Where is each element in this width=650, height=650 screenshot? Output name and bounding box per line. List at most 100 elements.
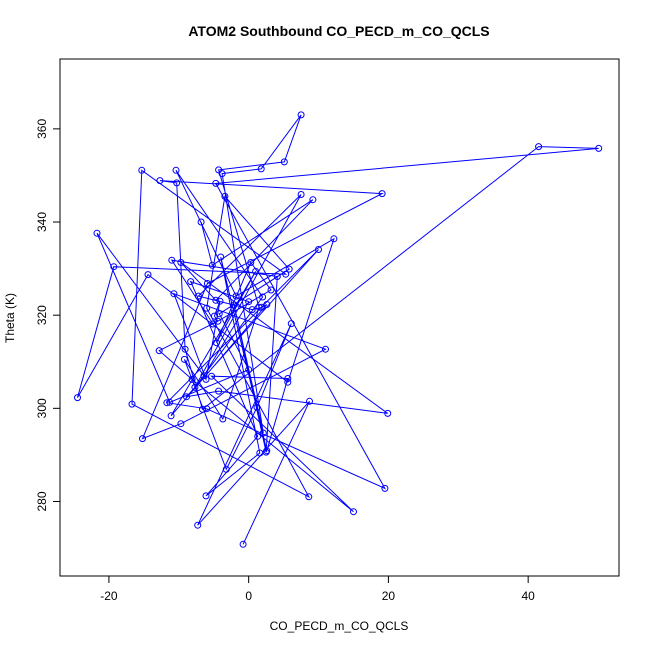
plot-area-frame	[59, 58, 620, 577]
data-point-90	[208, 261, 216, 269]
data-point-81	[203, 405, 211, 413]
data-point-83	[315, 246, 322, 253]
x-tick-label-2: 20	[382, 589, 396, 603]
y-tick-label-1: 300	[35, 398, 49, 418]
data-point-0	[239, 540, 247, 548]
data-point-41	[128, 400, 136, 408]
x-axis: -20 0 20 40	[100, 576, 535, 603]
data-point-30	[191, 383, 199, 391]
y-axis: 280 300 320 340 360	[35, 119, 60, 511]
data-point-82	[163, 399, 171, 407]
data-point-88	[212, 296, 220, 304]
data-point-58	[284, 375, 292, 382]
data-point-69	[177, 420, 185, 428]
data-point-71	[203, 280, 211, 287]
x-tick-label-3: 40	[521, 589, 535, 603]
y-tick-label-0: 280	[35, 491, 49, 511]
data-point-57	[263, 447, 271, 455]
data-point-68	[322, 345, 329, 353]
data-point-65	[216, 297, 224, 305]
data-point-11	[297, 111, 305, 119]
y-tick-label-2: 320	[35, 305, 49, 325]
data-point-79	[212, 179, 220, 187]
data-point-14	[259, 429, 267, 437]
data-point-39	[282, 270, 290, 278]
data-point-5	[222, 465, 230, 473]
data-point-26	[258, 303, 266, 311]
data-point-23	[252, 267, 260, 275]
data-point-86	[384, 409, 392, 417]
data-point-4	[253, 403, 261, 411]
y-tick-label-3: 340	[35, 212, 49, 232]
data-point-21	[247, 259, 255, 266]
data-point-66	[202, 375, 210, 383]
data-point-10	[280, 158, 288, 166]
data-point-9	[215, 166, 223, 174]
data-point-37	[74, 394, 81, 402]
data-point-72	[378, 190, 386, 198]
data-point-27	[248, 306, 256, 314]
data-point-75	[181, 345, 189, 353]
data-point-78	[595, 144, 603, 152]
data-point-45	[285, 265, 293, 273]
data-point-43	[203, 304, 211, 312]
data-point-12	[257, 165, 265, 173]
data-point-87	[177, 259, 185, 266]
data-point-33	[232, 292, 240, 300]
data-point-42	[305, 493, 313, 501]
data-point-2	[194, 521, 202, 529]
data-point-54	[202, 492, 210, 500]
data-point-59	[208, 372, 216, 380]
data-point-38	[110, 263, 118, 271]
data-point-3	[287, 320, 295, 328]
data-point-76	[199, 405, 206, 413]
data-point-70	[139, 435, 146, 443]
data-point-47	[245, 366, 253, 374]
data-point-67	[170, 290, 178, 298]
data-point-89	[309, 196, 317, 204]
x-axis-label: CO_PECD_m_CO_QCLS	[270, 619, 409, 633]
data-point-50	[200, 372, 208, 380]
data-point-64	[210, 312, 218, 320]
y-axis-label: Theta (K)	[3, 293, 17, 343]
data-point-73	[156, 177, 164, 185]
data-point-15	[230, 301, 238, 309]
data-point-32	[172, 166, 180, 174]
data-point-6	[180, 355, 188, 363]
data-point-8	[255, 303, 263, 311]
data-point-91	[197, 218, 205, 226]
series-layer	[74, 111, 603, 548]
data-point-22	[213, 339, 220, 347]
data-point-49	[93, 229, 101, 237]
y-tick-label-4: 360	[35, 119, 49, 139]
data-point-20	[267, 286, 275, 294]
data-point-34	[330, 235, 338, 243]
data-point-44	[221, 192, 229, 200]
data-point-56	[217, 253, 225, 261]
data-point-53	[254, 432, 262, 440]
data-point-28	[194, 292, 202, 300]
data-point-17	[273, 273, 281, 280]
data-point-51	[245, 298, 253, 306]
data-point-77	[535, 143, 543, 151]
data-point-36	[144, 271, 152, 279]
data-point-13	[218, 170, 226, 178]
data-point-85	[215, 387, 223, 395]
x-tick-label-0: -20	[100, 589, 118, 603]
data-point-40	[138, 166, 146, 174]
data-point-61	[188, 375, 196, 383]
series-line-0	[77, 114, 599, 545]
data-point-24	[167, 412, 175, 420]
data-point-29	[297, 191, 305, 198]
data-point-63	[214, 317, 222, 325]
data-point-84	[183, 393, 190, 401]
data-point-48	[166, 398, 174, 406]
data-point-52	[187, 278, 195, 286]
data-point-60	[350, 508, 357, 516]
data-point-80	[381, 484, 389, 492]
x-tick-label-1: 0	[245, 589, 252, 603]
data-point-31	[259, 293, 267, 301]
data-point-62	[155, 347, 163, 355]
data-point-55	[256, 449, 264, 457]
